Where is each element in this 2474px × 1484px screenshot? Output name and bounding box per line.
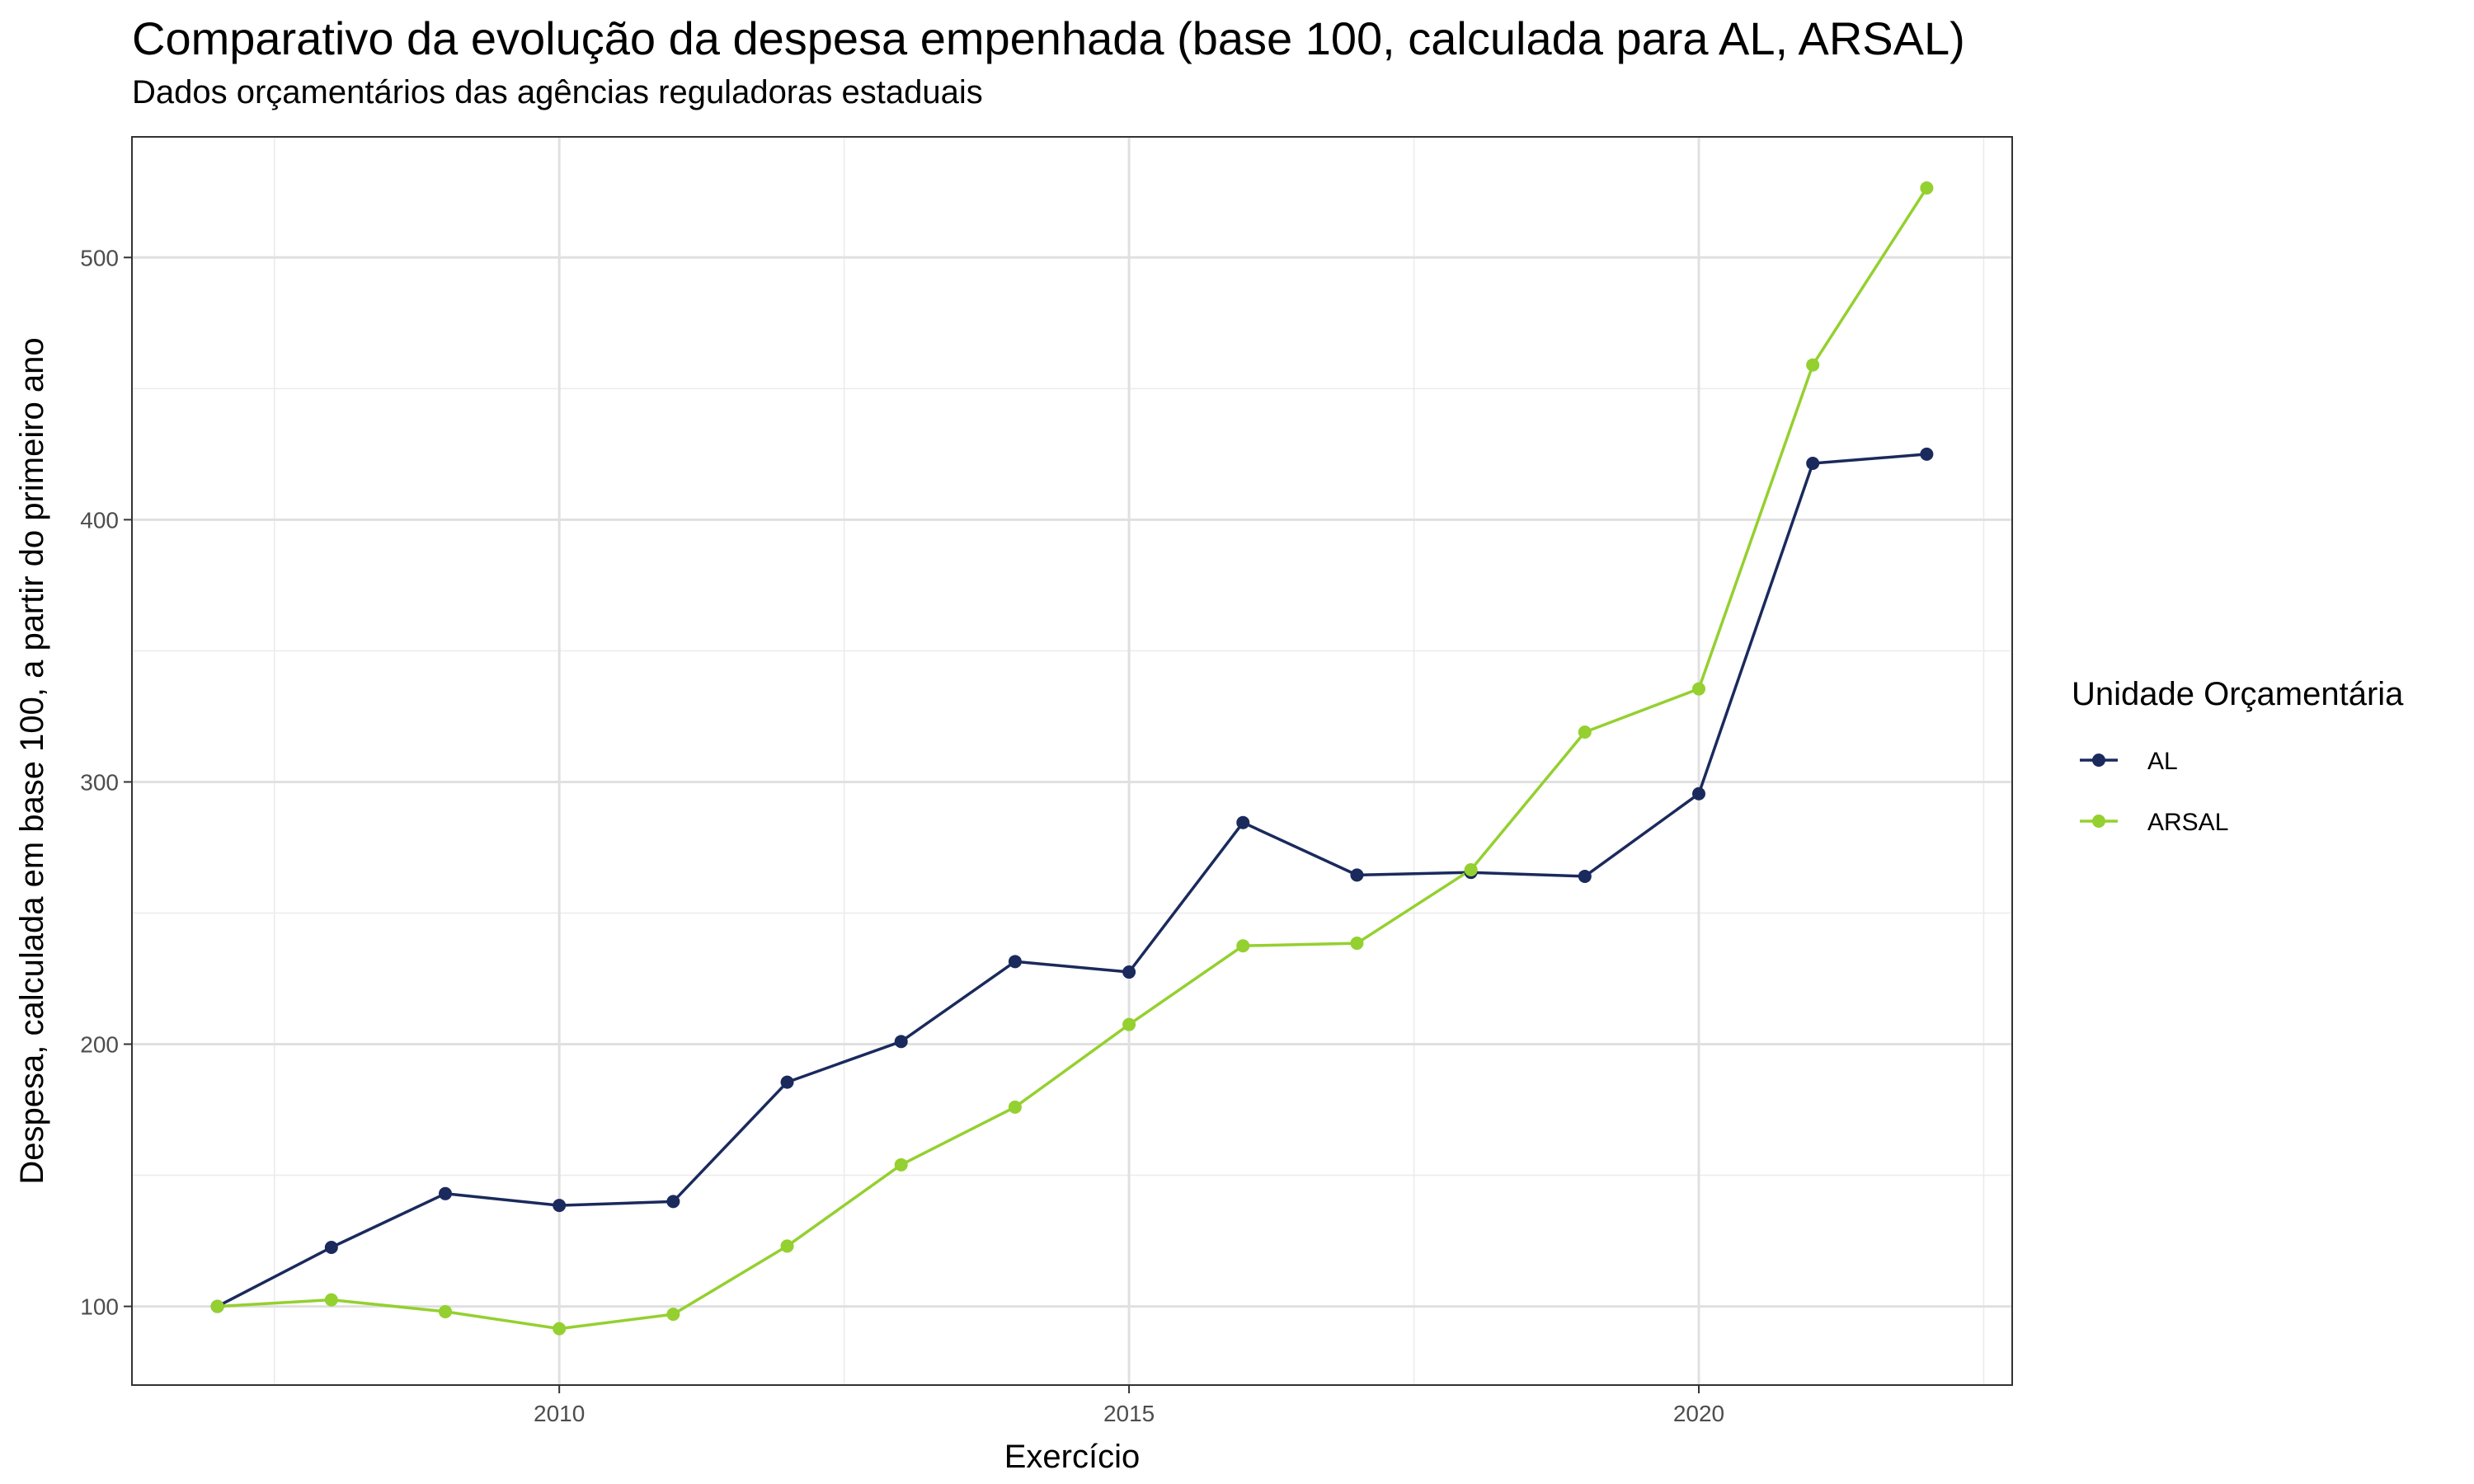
plot-panel-background [132, 137, 2012, 1385]
y-tick-label: 500 [80, 245, 119, 270]
x-axis-title: Exercício [1004, 1439, 1141, 1475]
data-point-al [1578, 869, 1592, 883]
data-point-al [780, 1075, 794, 1089]
data-point-al [1920, 447, 1934, 461]
data-point-al [439, 1186, 452, 1200]
chart-subtitle: Dados orçamentários das agências regulad… [132, 74, 983, 110]
data-point-al [324, 1241, 338, 1255]
plot-panel-border [131, 136, 2013, 1386]
data-point-al [1692, 787, 1705, 801]
data-point-arsal [1122, 1017, 1136, 1031]
series-points [210, 181, 1934, 1336]
y-axis-ticks: 100 200 300 400 500 [80, 245, 132, 1320]
x-tick-label: 2020 [1673, 1401, 1724, 1426]
x-axis-ticks: 2010 2015 2020 [534, 1385, 1724, 1426]
data-point-al [1236, 815, 1250, 829]
data-point-al [1122, 965, 1136, 979]
series-line-al [216, 453, 1927, 1308]
x-tick-label: 2015 [1103, 1401, 1155, 1426]
legend-key-point-arsal [2092, 815, 2105, 828]
legend-label-al: AL [2147, 748, 2178, 775]
y-tick-label: 300 [80, 769, 119, 795]
data-point-al [1350, 868, 1364, 882]
data-point-arsal [1008, 1100, 1022, 1114]
series-lines [216, 187, 1928, 1331]
data-point-arsal [553, 1322, 567, 1336]
chart-title: Comparativo da evolução da despesa empen… [132, 12, 1965, 64]
data-point-arsal [210, 1299, 224, 1313]
data-point-arsal [894, 1158, 908, 1172]
data-point-al [553, 1199, 567, 1213]
data-point-arsal [439, 1304, 452, 1318]
major-gridlines [132, 137, 2012, 1385]
data-point-arsal [1920, 181, 1934, 195]
data-point-arsal [1578, 726, 1592, 740]
data-point-arsal [1464, 862, 1478, 876]
y-tick-label: 200 [80, 1032, 119, 1058]
data-point-arsal [1350, 937, 1364, 951]
series-line-arsal [217, 187, 1928, 1331]
legend-title: Unidade Orçamentária [2072, 676, 2404, 712]
data-point-arsal [780, 1239, 794, 1253]
data-point-al [1806, 456, 1820, 470]
data-point-arsal [324, 1293, 338, 1307]
y-tick-label: 400 [80, 507, 119, 533]
data-point-arsal [1692, 682, 1705, 696]
data-point-arsal [1236, 939, 1250, 953]
data-point-al [1008, 955, 1022, 969]
data-point-arsal [1806, 358, 1820, 372]
y-axis-title: Despesa, calculada em base 100, a partir… [14, 337, 50, 1184]
legend-label-arsal: ARSAL [2147, 809, 2228, 836]
legend: Unidade Orçamentária AL ARSAL [2072, 676, 2404, 836]
data-point-al [894, 1035, 908, 1049]
data-point-arsal [666, 1308, 680, 1322]
legend-key-point-al [2092, 754, 2105, 767]
x-tick-label: 2010 [534, 1401, 585, 1426]
y-tick-label: 100 [80, 1294, 119, 1320]
data-point-al [666, 1195, 680, 1209]
